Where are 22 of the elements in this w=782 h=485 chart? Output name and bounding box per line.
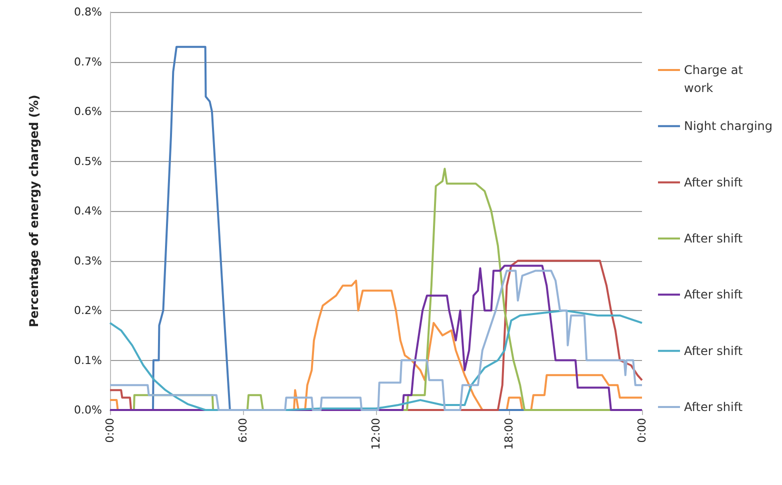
y-tick-label: 0.2%	[74, 304, 102, 317]
y-tick-label: 0.3%	[74, 254, 102, 268]
legend-label: After shift	[684, 175, 743, 190]
y-tick-label: 0.4%	[74, 204, 102, 218]
legend-label: After shift	[684, 288, 743, 302]
x-tick-label: 0:00	[636, 418, 648, 443]
legend-label: After shift	[684, 344, 743, 358]
y-tick-label: 0.5%	[74, 154, 102, 168]
x-tick-label: 0:00	[104, 418, 116, 443]
legend-label: Night charging	[684, 119, 773, 134]
y-tick-label: 0.8%	[74, 6, 102, 18]
x-tick-label: 12:00	[370, 418, 382, 450]
y-tick-label: 0.7%	[74, 55, 102, 68]
y-axis-title: Percentage of energy charged (%)	[27, 94, 41, 328]
x-tick-label: 18:00	[502, 418, 516, 450]
legend-label: After shift	[684, 232, 743, 246]
legend-label: After shift	[684, 400, 743, 414]
y-tick-label: 0.6%	[74, 105, 102, 118]
y-tick-label: 0.0%	[74, 404, 102, 416]
x-tick-label: 6:00	[236, 418, 250, 443]
legend-label: Charge at work	[684, 63, 747, 95]
y-tick-label: 0.1%	[74, 354, 102, 367]
